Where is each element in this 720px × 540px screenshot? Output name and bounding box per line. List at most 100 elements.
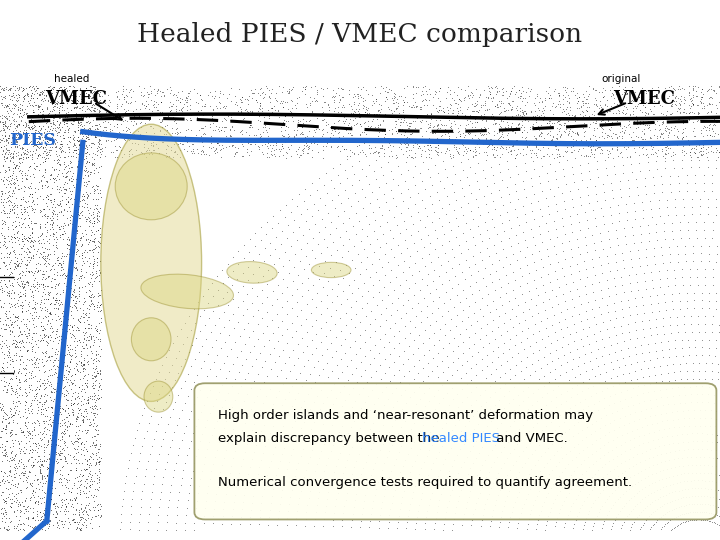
Point	[337, 469, 348, 477]
Point	[342, 375, 354, 384]
Point	[91, 127, 103, 136]
Point	[91, 458, 102, 467]
Point	[89, 409, 101, 417]
Point	[656, 130, 667, 139]
Point	[51, 523, 63, 531]
Point	[55, 436, 66, 444]
Point	[670, 487, 681, 496]
Point	[35, 409, 46, 418]
Point	[19, 260, 30, 269]
Point	[430, 116, 441, 125]
Point	[588, 84, 599, 92]
Point	[703, 288, 715, 297]
Point	[513, 379, 525, 387]
Point	[577, 120, 588, 129]
Point	[0, 446, 9, 455]
Point	[662, 143, 674, 152]
Point	[688, 476, 700, 485]
Point	[641, 421, 652, 430]
Point	[505, 89, 516, 97]
Point	[17, 525, 29, 534]
Point	[518, 478, 529, 487]
Point	[500, 271, 511, 279]
Point	[683, 516, 694, 525]
Point	[237, 498, 248, 507]
Point	[77, 411, 89, 420]
Point	[55, 470, 66, 478]
Point	[14, 343, 26, 352]
Point	[632, 477, 644, 486]
Point	[215, 344, 227, 353]
Point	[0, 354, 10, 362]
Point	[649, 120, 660, 129]
Point	[701, 508, 712, 517]
Point	[419, 222, 431, 231]
Point	[88, 238, 99, 246]
Point	[34, 223, 45, 232]
Point	[521, 150, 532, 158]
Point	[0, 153, 12, 162]
Point	[81, 180, 93, 188]
Point	[526, 412, 538, 421]
Point	[608, 455, 619, 463]
Point	[0, 302, 7, 311]
Point	[0, 122, 9, 130]
Point	[588, 124, 600, 132]
Point	[0, 136, 8, 145]
Point	[68, 126, 80, 135]
Point	[73, 145, 84, 153]
Point	[92, 386, 104, 395]
Point	[711, 103, 720, 112]
Point	[672, 320, 683, 329]
Point	[33, 91, 45, 99]
Point	[634, 525, 646, 534]
Point	[405, 500, 416, 508]
Point	[597, 127, 608, 136]
Point	[455, 248, 467, 257]
Point	[475, 522, 487, 530]
Point	[491, 143, 503, 152]
Point	[655, 130, 667, 139]
Point	[693, 141, 704, 150]
Point	[602, 384, 613, 393]
Point	[148, 146, 159, 154]
Point	[378, 343, 390, 352]
Point	[618, 313, 629, 321]
Point	[7, 411, 19, 420]
Point	[86, 440, 98, 449]
Point	[30, 442, 41, 450]
Point	[63, 94, 75, 103]
Point	[66, 399, 77, 408]
Point	[18, 448, 30, 457]
Point	[649, 370, 661, 379]
Point	[71, 445, 83, 454]
Point	[539, 306, 551, 314]
Point	[346, 161, 358, 170]
Point	[532, 471, 544, 480]
Point	[441, 191, 452, 200]
Point	[64, 496, 76, 505]
Point	[24, 238, 35, 246]
Point	[5, 197, 17, 206]
Point	[642, 502, 653, 510]
Point	[574, 193, 585, 201]
Point	[462, 129, 474, 137]
Point	[84, 105, 95, 113]
Point	[28, 523, 40, 532]
Point	[22, 281, 33, 289]
Point	[460, 145, 472, 154]
Point	[6, 174, 17, 183]
Point	[32, 193, 43, 202]
Point	[405, 129, 417, 138]
Point	[569, 113, 580, 122]
Point	[66, 174, 77, 183]
Point	[467, 89, 478, 98]
Point	[420, 138, 432, 146]
Point	[81, 516, 92, 524]
Point	[20, 444, 32, 453]
Point	[42, 123, 54, 131]
Point	[285, 141, 297, 150]
Point	[68, 320, 80, 329]
Point	[81, 357, 93, 366]
Point	[22, 332, 33, 340]
